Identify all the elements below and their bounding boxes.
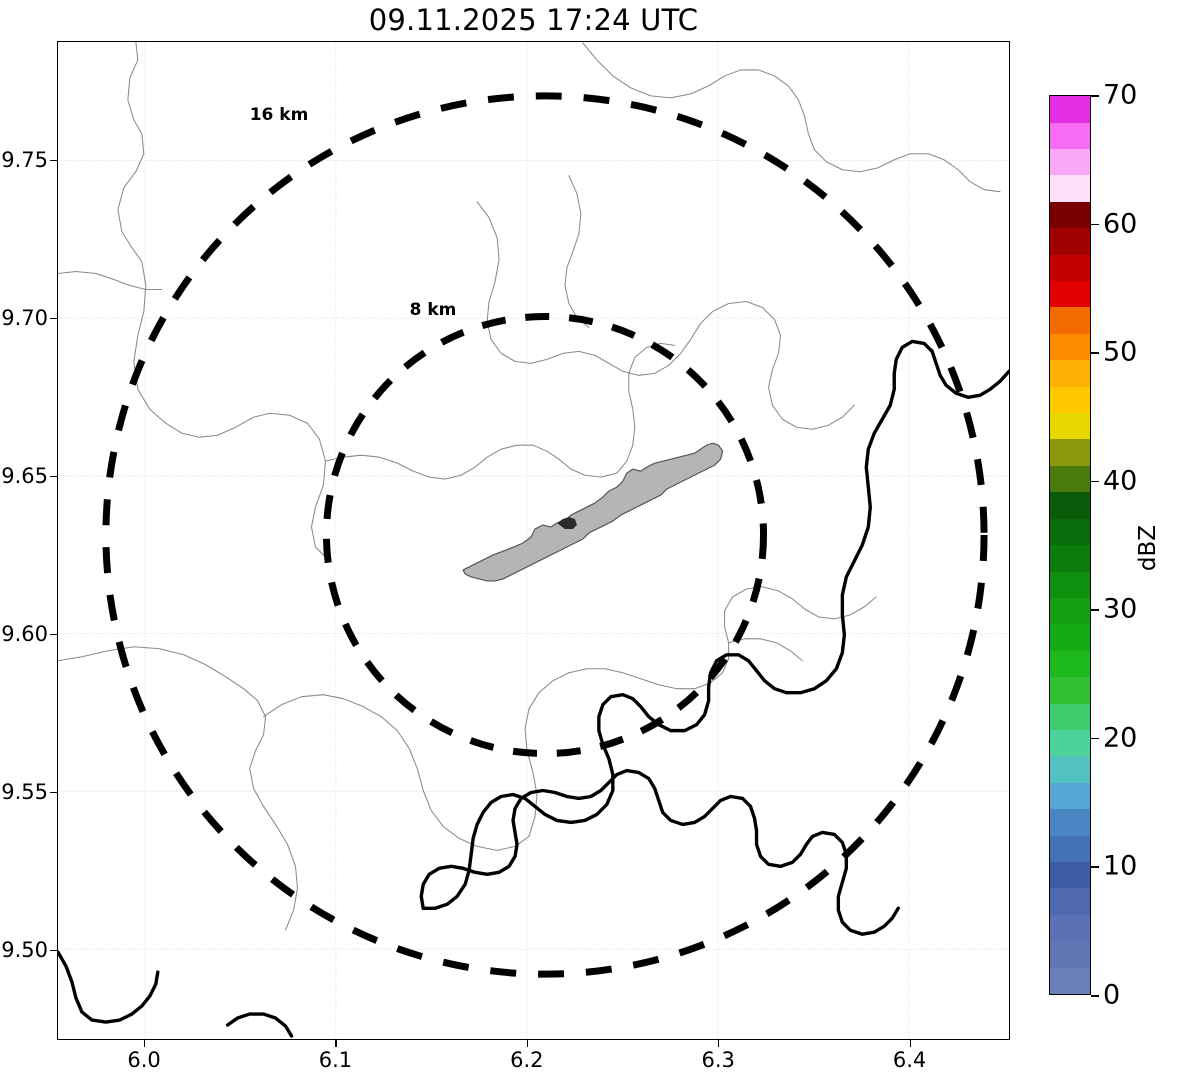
colorbar-tick-label: 70 xyxy=(1103,79,1138,111)
colorbar-axis-label: dBZ xyxy=(1135,524,1161,572)
y-tick-label: 49.50 xyxy=(0,937,48,962)
x-tick-label: 6.1 xyxy=(318,1048,353,1072)
colorbar-band xyxy=(1050,597,1090,625)
colorbar-tick-label: 50 xyxy=(1103,336,1138,368)
y-tick-mark xyxy=(50,949,57,952)
range-ring-label-8km: 8 km xyxy=(409,300,457,320)
colorbar-tick-mark xyxy=(1091,95,1099,97)
admin-boundaries xyxy=(58,42,1001,931)
colorbar-band xyxy=(1050,281,1090,308)
x-tick-mark xyxy=(718,1040,720,1047)
colorbar-band xyxy=(1050,914,1090,942)
colorbar-band xyxy=(1050,941,1090,968)
colorbar-band xyxy=(1050,465,1090,493)
colorbar-tick-mark xyxy=(1091,480,1099,483)
colorbar-band xyxy=(1050,729,1090,757)
colorbar-band xyxy=(1050,756,1090,783)
colorbar-band xyxy=(1050,861,1090,889)
colorbar-tick-mark xyxy=(1091,609,1099,611)
y-tick-label: 49.55 xyxy=(0,779,48,804)
colorbar-tick-label: 20 xyxy=(1103,722,1138,754)
colorbar-band xyxy=(1050,492,1090,519)
page-title: 09.11.2025 17:24 UTC xyxy=(368,3,699,37)
colorbar[interactable] xyxy=(1049,95,1091,995)
colorbar-band xyxy=(1050,545,1090,572)
x-tick-mark xyxy=(909,1040,911,1047)
map-gridlines xyxy=(58,42,1009,1039)
colorbar-band xyxy=(1050,703,1090,730)
colorbar-band xyxy=(1050,624,1090,651)
colorbar-band xyxy=(1050,439,1090,466)
y-tick-mark xyxy=(50,475,57,477)
x-tick-label: 6.2 xyxy=(510,1048,544,1072)
colorbar-band xyxy=(1050,201,1090,229)
y-tick-mark xyxy=(50,791,57,794)
colorbar-band xyxy=(1050,122,1090,149)
colorbar-wrapper[interactable] xyxy=(1049,95,1091,995)
y-tick-label: 49.70 xyxy=(0,305,48,330)
colorbar-band xyxy=(1050,782,1090,810)
x-tick-mark xyxy=(526,1040,528,1047)
map-canvas xyxy=(58,42,1009,1039)
x-tick-label: 6.3 xyxy=(701,1048,735,1072)
map-panel[interactable]: 16 km 8 km xyxy=(57,41,1010,1040)
y-tick-label: 49.65 xyxy=(0,463,48,488)
y-tick-mark xyxy=(50,159,57,161)
colorbar-band xyxy=(1050,650,1090,678)
colorbar-band xyxy=(1050,307,1090,334)
x-tick-mark xyxy=(144,1040,146,1047)
colorbar-band xyxy=(1050,835,1090,862)
city-area-polygon xyxy=(462,442,724,582)
colorbar-tick-label: 60 xyxy=(1103,208,1138,240)
colorbar-band xyxy=(1050,413,1090,440)
y-tick-label: 49.60 xyxy=(0,621,48,646)
colorbar-tick-mark xyxy=(1091,995,1099,997)
colorbar-tick-mark xyxy=(1091,352,1099,354)
x-tick-label: 6.0 xyxy=(127,1048,161,1072)
y-axis-tick-labels: 49.50 49.55 49.60 49.65 49.70 49.75 xyxy=(0,0,48,1084)
colorbar-band xyxy=(1050,228,1090,255)
x-tick-mark xyxy=(335,1040,337,1047)
colorbar-tick-label: 0 xyxy=(1103,979,1121,1011)
colorbar-tick-label: 10 xyxy=(1103,850,1138,882)
range-ring-8km xyxy=(322,312,768,758)
colorbar-band xyxy=(1050,175,1090,202)
y-tick-mark xyxy=(50,633,57,635)
colorbar-band xyxy=(1050,254,1090,282)
x-tick-label: 6.4 xyxy=(892,1048,927,1072)
y-tick-mark xyxy=(50,317,57,319)
colorbar-tick-label: 30 xyxy=(1103,593,1138,625)
range-ring-label-16km: 16 km xyxy=(249,105,309,125)
colorbar-band xyxy=(1050,360,1090,387)
colorbar-band xyxy=(1050,677,1090,704)
colorbar-band xyxy=(1050,386,1090,414)
colorbar-band xyxy=(1050,333,1090,361)
colorbar-tick-mark xyxy=(1091,866,1099,869)
colorbar-band xyxy=(1050,809,1090,836)
colorbar-tick-mark xyxy=(1091,223,1099,226)
y-tick-label: 49.75 xyxy=(0,147,48,172)
colorbar-band xyxy=(1050,149,1090,176)
colorbar-band xyxy=(1050,96,1090,123)
colorbar-band xyxy=(1050,967,1090,994)
colorbar-band xyxy=(1050,888,1090,915)
colorbar-tick-mark xyxy=(1091,737,1099,740)
colorbar-tick-label: 40 xyxy=(1103,465,1138,497)
colorbar-band xyxy=(1050,518,1090,546)
colorbar-band xyxy=(1050,571,1090,598)
